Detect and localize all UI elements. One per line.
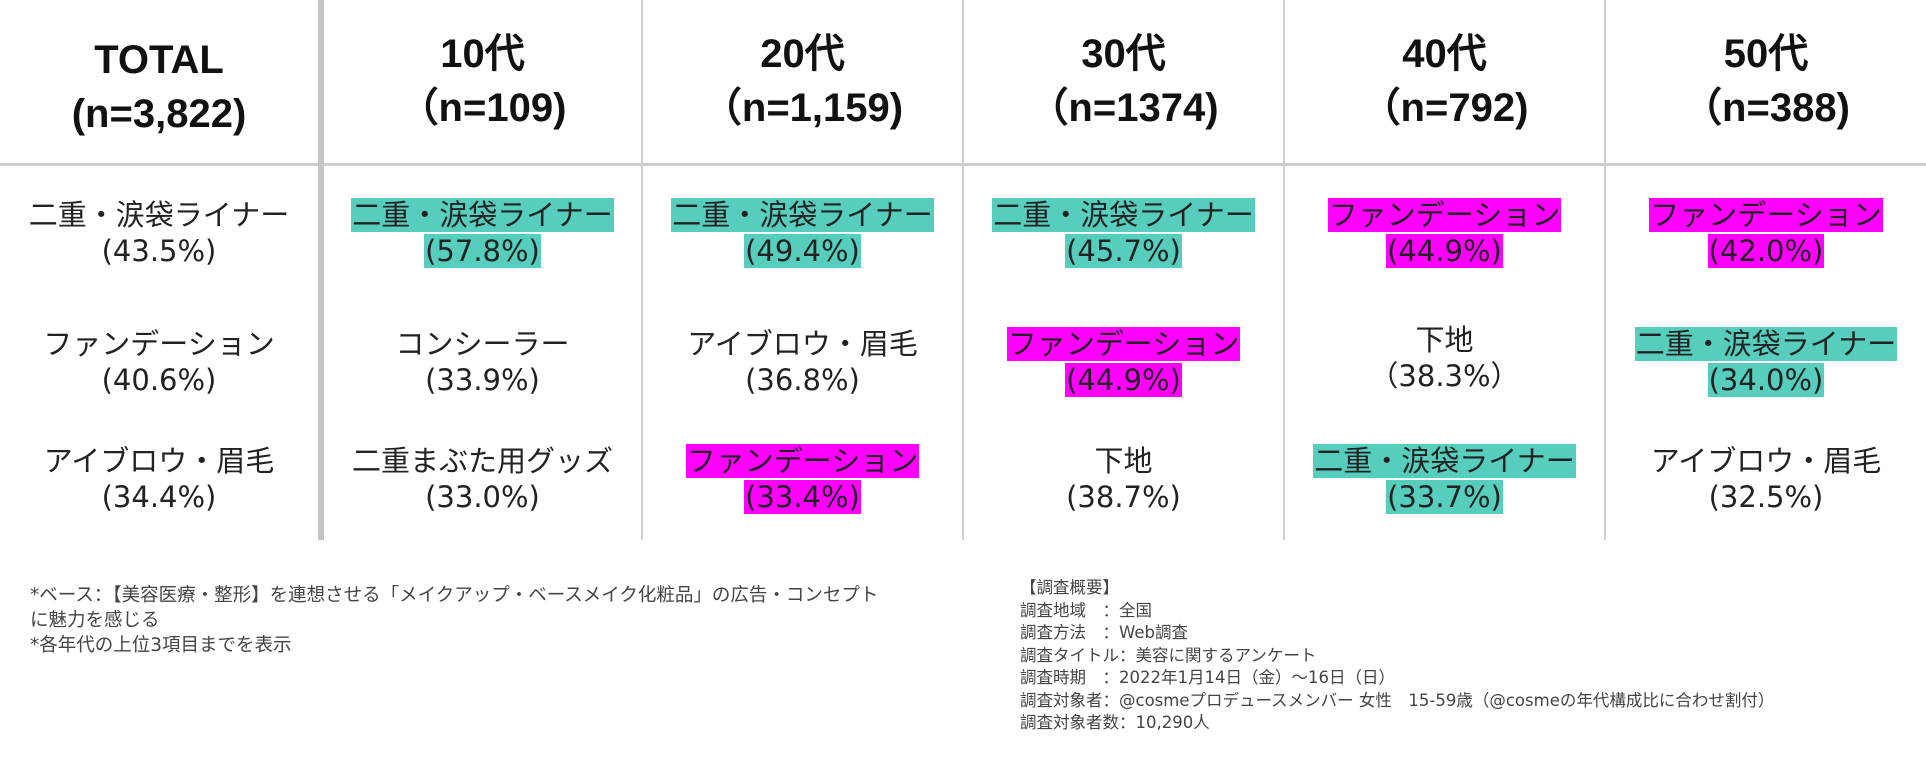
rank-item: 二重・涙袋ライナー (34.0%) xyxy=(1606,326,1926,398)
rank-item: 下地 (38.7%) xyxy=(964,443,1283,515)
item-percent: (34.4%) xyxy=(101,480,217,514)
column-40s: 40代 （n=792) ファンデーション (44.9%) 下地 （38.3%） … xyxy=(1285,0,1604,540)
item-name: ファンデーション xyxy=(43,327,275,361)
item-name: 二重・涙袋ライナー xyxy=(351,198,614,232)
rank-item: コンシーラー (33.9%) xyxy=(324,326,641,398)
survey-line: 調査方法 ：Web調査 xyxy=(1020,623,1188,642)
item-name: コンシーラー xyxy=(395,327,570,361)
item-percent: (33.4%) xyxy=(744,480,861,514)
column-10s: 10代 （n=109) 二重・涙袋ライナー (57.8%) コンシーラー (33… xyxy=(324,0,641,540)
item-name: ファンデーション xyxy=(1327,198,1562,232)
item-name: 二重・涙袋ライナー xyxy=(992,198,1255,232)
survey-line: 調査対象者数：10,290人 xyxy=(1020,713,1210,732)
survey-overview: 【調査概要】 調査地域 ：全国 調査方法 ：Web調査 調査タイトル：美容に関す… xyxy=(1020,577,1920,735)
column-sample-size: （n=1,159) xyxy=(701,86,904,130)
rank-item: ファンデーション (42.0%) xyxy=(1606,197,1926,269)
item-name: 二重・涙袋ライナー xyxy=(1313,444,1576,478)
rank-item: 二重・涙袋ライナー (45.7%) xyxy=(964,197,1283,269)
survey-line: 調査地域 ：全国 xyxy=(1020,600,1152,620)
column-title: 40代 xyxy=(1402,32,1487,76)
column-20s: 20代 （n=1,159) 二重・涙袋ライナー (49.4%) アイブロウ・眉毛… xyxy=(643,0,962,540)
item-name: 二重・涙袋ライナー xyxy=(671,198,934,232)
item-name: ファンデーション xyxy=(1649,198,1883,232)
column-header: 30代 （n=1374) xyxy=(964,27,1283,135)
column-header: 40代 （n=792) xyxy=(1285,27,1604,135)
rank-item: ファンデーション (44.9%) xyxy=(964,326,1283,398)
column-title: TOTAL xyxy=(94,38,224,82)
rank-item: 二重・涙袋ライナー (43.5%) xyxy=(0,197,318,269)
column-title: 10代 xyxy=(440,32,525,76)
column-sample-size: （n=1374) xyxy=(1028,86,1219,130)
item-name: 二重・涙袋ライナー xyxy=(28,198,290,232)
column-sample-size: （n=792) xyxy=(1360,86,1529,130)
ranking-table: TOTAL (n=3,822) 二重・涙袋ライナー (43.5%) ファンデーシ… xyxy=(0,0,1926,540)
item-percent: (36.8%) xyxy=(745,363,860,397)
item-name: 下地 xyxy=(1094,444,1153,478)
item-name: アイブロウ・眉毛 xyxy=(1650,444,1882,478)
column-title: 50代 xyxy=(1723,32,1809,76)
item-percent: (49.4%) xyxy=(744,234,861,268)
rank-item: ファンデーション (33.4%) xyxy=(643,443,962,515)
rank-item: ファンデーション (40.6%) xyxy=(0,326,318,398)
item-percent: (44.9%) xyxy=(1386,234,1503,268)
item-percent: (42.0%) xyxy=(1707,234,1825,268)
survey-line: 調査対象者：@cosmeプロデュースメンバー 女性 15-59歳（@cosmeの… xyxy=(1020,690,1775,710)
column-divider xyxy=(1604,0,1606,540)
column-divider xyxy=(641,0,643,540)
item-name: 二重・涙袋ライナー xyxy=(1634,327,1898,361)
column-header: 20代 （n=1,159) xyxy=(643,27,962,135)
item-percent: (33.0%) xyxy=(425,480,540,514)
item-percent: (33.7%) xyxy=(1386,480,1503,514)
column-header: 10代 （n=109) xyxy=(324,27,641,135)
rank-item: アイブロウ・眉毛 (32.5%) xyxy=(1606,443,1926,515)
column-divider xyxy=(962,0,964,540)
item-name: 下地 xyxy=(1415,323,1474,357)
rank-item: 二重・涙袋ライナー (57.8%) xyxy=(324,197,641,269)
item-percent: (43.5%) xyxy=(101,234,217,268)
footnote-top3: *各年代の上位3項目までを表示 xyxy=(30,635,292,656)
rank-item: 二重まぶた用グッズ (33.0%) xyxy=(324,443,641,515)
item-percent: (45.7%) xyxy=(1065,234,1182,268)
survey-heading: 【調査概要】 xyxy=(1020,578,1119,597)
rank-item: 二重・涙袋ライナー (33.7%) xyxy=(1285,443,1604,515)
column-title: 20代 xyxy=(760,32,845,76)
item-percent: (57.8%) xyxy=(424,234,541,268)
column-title: 30代 xyxy=(1081,32,1166,76)
column-sample-size: （n=388) xyxy=(1682,86,1850,130)
column-30s: 30代 （n=1374) 二重・涙袋ライナー (45.7%) ファンデーション … xyxy=(964,0,1283,540)
column-total: TOTAL (n=3,822) 二重・涙袋ライナー (43.5%) ファンデーシ… xyxy=(0,0,318,540)
column-50s: 50代 （n=388) ファンデーション (42.0%) 二重・涙袋ライナー (… xyxy=(1606,0,1926,540)
item-name: 二重まぶた用グッズ xyxy=(351,444,613,478)
column-header: 50代 （n=388) xyxy=(1606,27,1926,135)
item-percent: (40.6%) xyxy=(101,363,217,397)
item-percent: (38.7%) xyxy=(1066,480,1181,514)
item-percent: （38.3%） xyxy=(1369,359,1520,393)
item-percent: (34.0%) xyxy=(1707,363,1825,397)
footnote-base-continued: に魅力を感じる xyxy=(30,610,160,631)
rank-item: アイブロウ・眉毛 (34.4%) xyxy=(0,443,318,515)
item-name: ファンデーション xyxy=(1006,327,1241,361)
rank-item: 下地 （38.3%） xyxy=(1285,322,1604,394)
item-percent: (33.9%) xyxy=(425,363,540,397)
rank-item: 二重・涙袋ライナー (49.4%) xyxy=(643,197,962,269)
survey-line: 調査時期 ：2022年1月14日（金）～16日（日） xyxy=(1020,668,1395,687)
column-sample-size: （n=109) xyxy=(398,86,567,130)
column-sample-size: (n=3,822) xyxy=(71,92,247,136)
footnotes: *ベース：【美容医療・整形】を連想させる「メイクアップ・ベースメイク化粧品」の広… xyxy=(30,583,1020,658)
item-percent: (32.5%) xyxy=(1708,480,1824,514)
item-name: アイブロウ・眉毛 xyxy=(687,327,918,361)
footnote-base: *ベース：【美容医療・整形】を連想させる「メイクアップ・ベースメイク化粧品」の広… xyxy=(30,585,879,606)
item-percent: (44.9%) xyxy=(1065,363,1182,397)
column-divider xyxy=(1283,0,1285,540)
survey-line: 調査タイトル：美容に関するアンケート xyxy=(1020,645,1317,665)
item-name: ファンデーション xyxy=(685,444,920,478)
rank-item: アイブロウ・眉毛 (36.8%) xyxy=(643,326,962,398)
rank-item: ファンデーション (44.9%) xyxy=(1285,197,1604,269)
column-header: TOTAL (n=3,822) xyxy=(0,33,318,141)
column-divider xyxy=(318,0,324,540)
item-name: アイブロウ・眉毛 xyxy=(43,444,275,478)
